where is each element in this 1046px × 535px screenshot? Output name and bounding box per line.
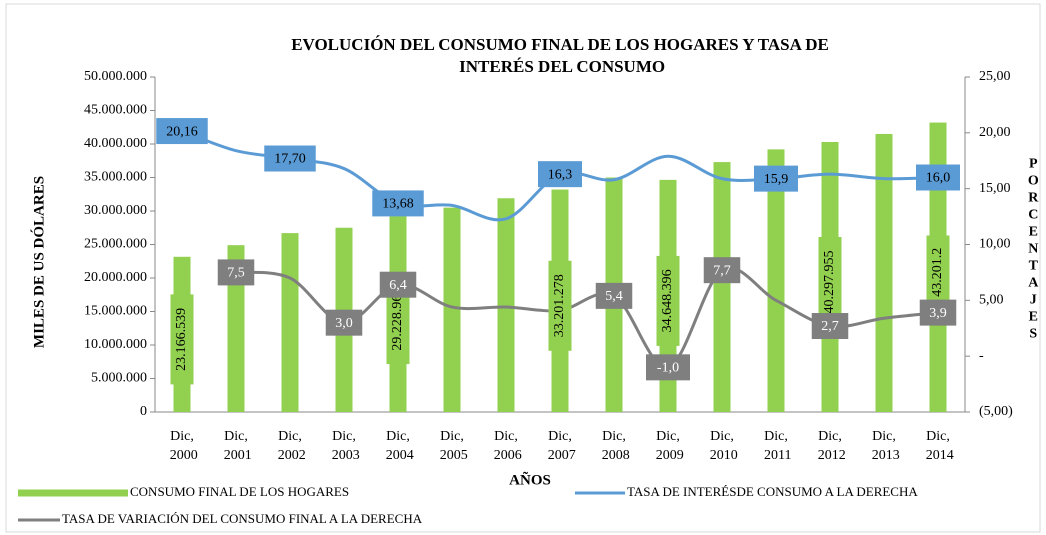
x-tick-label: Dic, 2013 <box>868 429 900 463</box>
chart-frame <box>5 3 1041 533</box>
y-tick-label: 25.000.000 <box>84 237 147 252</box>
data-label: 23.166.539 <box>174 308 189 371</box>
data-label-box <box>548 260 572 351</box>
y-tick-label: 10.000.000 <box>84 337 147 352</box>
data-label-box <box>646 354 690 381</box>
bar <box>443 207 461 412</box>
data-label-box <box>811 313 849 340</box>
y2-tick-label: 10,00 <box>979 237 1011 252</box>
data-label: 6,4 <box>389 278 407 293</box>
x-tick-label: Dic, 2005 <box>436 429 468 463</box>
data-label: 29.228.969 <box>390 288 405 351</box>
data-label: 2,7 <box>821 319 839 334</box>
chart-title: EVOLUCIÓN DEL CONSUMO FINAL DE LOS HOGAR… <box>291 35 829 76</box>
x-tick-label: Dic, 2000 <box>166 429 198 463</box>
data-label-box <box>325 309 363 336</box>
data-label: 34.648.396 <box>660 269 675 332</box>
data-label-box <box>754 165 798 192</box>
data-label: 20,16 <box>166 124 198 139</box>
data-label-box <box>656 255 680 346</box>
data-label-box <box>919 299 957 326</box>
data-label: 16,0 <box>926 171 951 186</box>
y2-tick-label: 15,00 <box>979 181 1011 196</box>
x-tick-label: Dic, 2009 <box>652 429 684 463</box>
y2-tick-label: (5,00) <box>979 404 1013 419</box>
y2-tick-label: 5,00 <box>979 293 1004 308</box>
y-axis-title: MILES DE US DÓLARES <box>30 176 47 348</box>
x-tick-label: Dic, 2010 <box>706 429 738 463</box>
data-label: 15,9 <box>764 172 789 187</box>
data-label: 3,0 <box>335 316 353 331</box>
bar <box>713 162 731 412</box>
legend-label: TASA DE VARIACIÓN DEL CONSUMO FINAL A LA… <box>62 511 423 526</box>
data-label: 17,70 <box>274 152 306 167</box>
x-tick-label: Dic, 2007 <box>544 429 576 463</box>
legend-label: TASA DE INTERÉSDE CONSUMO A LA DERECHA <box>627 484 918 499</box>
y-tick-label: 50.000.000 <box>84 69 147 84</box>
y-tick-label: 20.000.000 <box>84 270 147 285</box>
y2-axis-title: PORCENTAJES <box>1026 157 1041 344</box>
data-label: 7,5 <box>227 266 245 281</box>
data-label-box <box>916 164 960 191</box>
data-label-box <box>703 257 741 284</box>
data-label-box <box>170 294 194 385</box>
y-tick-label: 35.000.000 <box>84 170 147 185</box>
x-tick-label: Dic, 2003 <box>328 429 360 463</box>
data-label: 40.297.955 <box>822 251 837 314</box>
legend-label: CONSUMO FINAL DE LOS HOGARES <box>130 484 349 499</box>
y-tick-label: 0 <box>140 404 147 419</box>
data-label: 5,4 <box>605 289 623 304</box>
data-label-box <box>372 190 424 217</box>
x-tick-label: Dic, 2011 <box>761 429 792 463</box>
data-label-box <box>595 282 633 309</box>
data-label: 13,68 <box>382 197 414 212</box>
data-label-box <box>156 118 208 145</box>
y-tick-label: 30.000.000 <box>84 203 147 218</box>
data-label-box <box>538 161 582 188</box>
y2-tick-label: - <box>979 348 984 363</box>
x-tick-label: Dic, 2012 <box>814 429 846 463</box>
data-label: -1,0 <box>657 361 679 376</box>
data-label: 3,9 <box>929 306 947 321</box>
bar <box>227 245 245 412</box>
bar <box>281 233 299 412</box>
data-label: 16,3 <box>548 167 573 182</box>
data-label-box <box>926 235 950 310</box>
x-tick-label: Dic, 2014 <box>922 429 954 463</box>
bar <box>767 149 785 413</box>
data-label: 7,7 <box>713 263 731 278</box>
y2-tick-label: 20,00 <box>979 125 1011 140</box>
y-tick-label: 45.000.000 <box>84 103 147 118</box>
data-label-box <box>818 237 842 328</box>
data-label-box <box>264 145 316 172</box>
data-label-box <box>217 259 255 286</box>
data-label-box <box>379 271 417 298</box>
x-tick-label: Dic, 2004 <box>382 429 414 463</box>
y-tick-label: 15.000.000 <box>84 304 147 319</box>
x-axis-title: AÑOS <box>509 470 551 488</box>
data-label: 43.201.2 <box>930 248 945 297</box>
x-tick-label: Dic, 2006 <box>490 429 522 463</box>
x-tick-label: Dic, 2002 <box>274 429 306 463</box>
y-tick-label: 40.000.000 <box>84 136 147 151</box>
x-tick-label: Dic, 2008 <box>598 429 630 463</box>
y-tick-label: 5.000.000 <box>91 371 147 386</box>
bar <box>497 198 515 412</box>
bar <box>875 133 893 412</box>
y2-tick-label: 25,00 <box>979 69 1011 84</box>
x-tick-label: Dic, 2001 <box>220 429 252 463</box>
data-label: 33.201.278 <box>552 274 567 337</box>
